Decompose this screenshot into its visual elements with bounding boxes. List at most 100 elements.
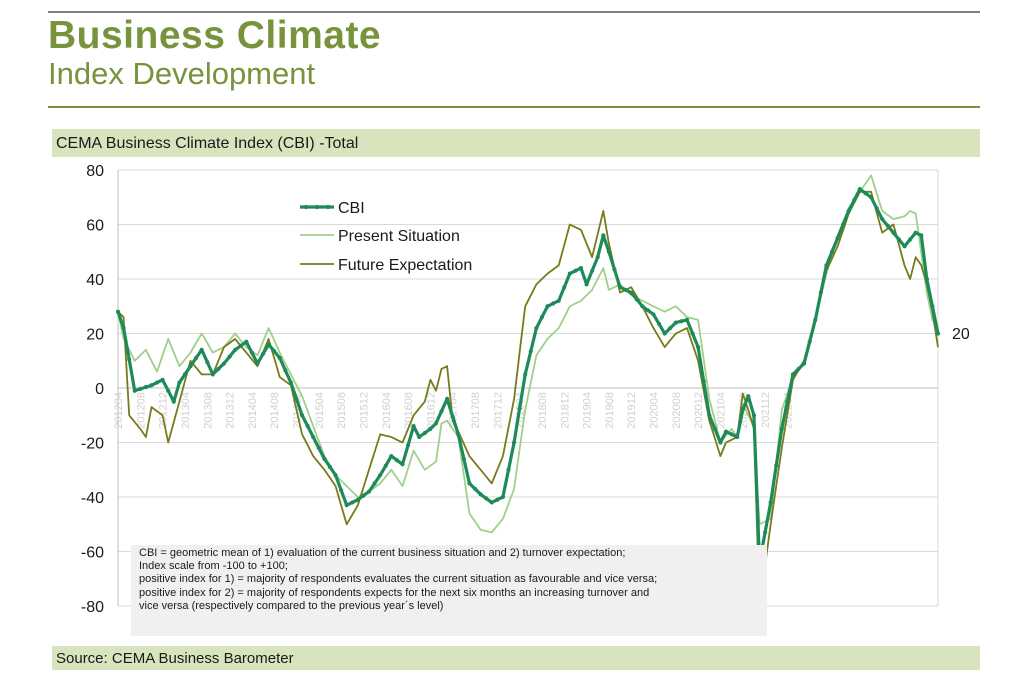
cbi-point xyxy=(445,396,450,401)
cbi-point xyxy=(205,360,210,365)
x-tick-label: 201808 xyxy=(537,392,549,429)
cbi-point xyxy=(294,396,299,401)
x-tick-label: 201304 xyxy=(180,392,192,429)
x-tick-label: 202012 xyxy=(693,392,705,429)
y-tick-label: -60 xyxy=(81,545,104,562)
cbi-point xyxy=(339,488,344,493)
y-tick-label: 0 xyxy=(95,381,104,398)
x-tick-label: 201812 xyxy=(559,392,571,429)
cbi-point xyxy=(233,347,238,352)
cbi-point xyxy=(355,497,360,502)
y-tick-label: -20 xyxy=(81,436,104,453)
source-band: Source: CEMA Business Barometer xyxy=(52,646,980,670)
cbi-point xyxy=(835,236,840,241)
cbi-point xyxy=(846,208,851,213)
y-tick-label: 60 xyxy=(86,218,104,235)
cbi-point xyxy=(656,321,662,327)
cbi-point xyxy=(740,407,745,412)
x-tick-label: 201904 xyxy=(582,392,594,429)
cbi-point xyxy=(919,233,924,238)
cbi-point xyxy=(506,467,511,472)
cbi-point xyxy=(389,454,394,459)
title-rule xyxy=(48,106,980,108)
cbi-point xyxy=(221,361,227,366)
cbi-point xyxy=(472,486,478,491)
x-tick-label: 201608 xyxy=(403,392,415,429)
cbi-point xyxy=(818,290,823,295)
cbi-point xyxy=(863,191,868,196)
cbi-point xyxy=(829,249,835,254)
cbi-point xyxy=(590,268,595,273)
cbi-point xyxy=(645,308,651,313)
cbi-point xyxy=(127,357,132,362)
x-tick-label: 201912 xyxy=(626,392,638,429)
cbi-point xyxy=(288,380,294,385)
cbi-point xyxy=(551,301,556,306)
cbi-point xyxy=(729,432,734,437)
y-tick-label: 40 xyxy=(86,272,104,289)
cbi-point xyxy=(138,386,143,392)
cbi-point xyxy=(885,223,890,228)
x-tick-label: 201404 xyxy=(247,392,259,429)
y-tick-label: 20 xyxy=(86,327,104,344)
cbi-point xyxy=(344,503,349,508)
x-tick-label: 201504 xyxy=(314,392,326,429)
x-tick-label: 201208 xyxy=(135,392,147,429)
legend-marker xyxy=(325,204,331,210)
y-tick-labels: 80 60 40 20 0 -20 -40 -60 -80 xyxy=(81,163,104,616)
cbi-point xyxy=(316,445,321,451)
x-tick-label: 201508 xyxy=(336,392,348,429)
cbi-point xyxy=(121,325,126,331)
cbi-point xyxy=(935,331,941,336)
cbi-point xyxy=(439,409,444,414)
x-tick-label: 202004 xyxy=(649,392,661,429)
chart-heading-band: CEMA Business Climate Index (CBI) -Total xyxy=(52,129,980,157)
cbi-point xyxy=(277,355,282,361)
cbi-point xyxy=(573,268,578,273)
cbi-point xyxy=(511,440,517,445)
cbi-point xyxy=(154,380,160,385)
cbi-point xyxy=(266,342,271,347)
cbi-point xyxy=(255,361,260,366)
cbi-point xyxy=(908,237,913,242)
cbi-point xyxy=(405,443,411,448)
cbi-point xyxy=(238,343,243,348)
cbi-point xyxy=(400,462,405,467)
cbi-point xyxy=(461,456,466,461)
cbi-point xyxy=(528,349,533,354)
y-tick-label: -80 xyxy=(81,599,104,616)
cbi-point xyxy=(746,394,751,399)
cbi-point xyxy=(143,384,148,390)
cbi-point xyxy=(534,325,539,331)
axes xyxy=(117,170,938,606)
legend-label: Present Situation xyxy=(338,228,460,245)
cbi-point xyxy=(841,222,846,227)
cbi-point xyxy=(417,434,422,440)
cbi-point xyxy=(880,216,885,222)
y-tick-label: 80 xyxy=(86,163,104,180)
x-tick-label: 201708 xyxy=(470,392,482,429)
cbi-point xyxy=(249,350,254,355)
x-tick-label: 201908 xyxy=(604,392,616,429)
cbi-point xyxy=(679,319,684,324)
cbi-point xyxy=(166,388,171,393)
cbi-point xyxy=(712,426,717,431)
cbi-point xyxy=(467,481,472,486)
cbi-point xyxy=(896,237,902,242)
cbi-point xyxy=(216,366,221,372)
cbi-point xyxy=(751,413,757,418)
cbi-point xyxy=(182,372,188,377)
x-tick-label: 201204 xyxy=(113,392,125,429)
cbi-point xyxy=(634,297,639,302)
cbi-point xyxy=(567,271,572,276)
cbi-point xyxy=(651,312,656,317)
cbi-point xyxy=(774,463,779,468)
cbi-point xyxy=(562,285,567,290)
cbi-point xyxy=(790,372,796,377)
cbi-point xyxy=(891,230,896,235)
cbi-point xyxy=(785,399,790,404)
cbi-point xyxy=(489,500,494,505)
cbi-point xyxy=(796,366,801,372)
cbi-point xyxy=(149,383,154,388)
legend: CBI Present Situation Future Expectation xyxy=(300,200,472,274)
